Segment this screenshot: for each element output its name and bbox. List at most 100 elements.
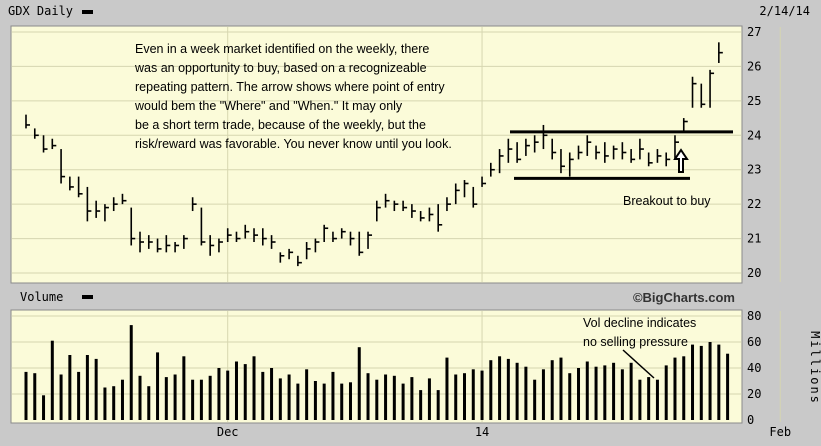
volume-bar — [410, 377, 414, 420]
commentary-line: was an opportunity to buy, based on a re… — [134, 61, 427, 75]
ohlc-bar — [604, 142, 609, 163]
ohlc-bar — [472, 186, 478, 208]
ohlc-bar — [682, 118, 688, 132]
price-axis: 20 21 22 23 24 25 26 27 — [747, 25, 761, 280]
volume-bar — [489, 360, 493, 420]
volume-bar — [156, 352, 160, 420]
price-bars — [25, 42, 723, 267]
volume-bar — [506, 358, 510, 420]
ohlc-bar — [507, 138, 513, 163]
ohlc-bar — [121, 193, 127, 205]
ohlc-bar — [104, 204, 109, 222]
price-tick-label: 27 — [747, 25, 761, 39]
ohlc-bar — [200, 207, 206, 246]
volume-bar — [348, 382, 352, 420]
volume-bar — [77, 371, 81, 420]
volume-bar — [322, 383, 326, 420]
ohlc-bar — [261, 228, 267, 246]
ohlc-bar — [718, 42, 723, 63]
ohlc-bar — [77, 176, 83, 198]
ohlc-bar — [595, 145, 601, 160]
ohlc-bar — [463, 180, 469, 198]
volume-bar — [103, 387, 107, 420]
ohlc-bar — [69, 176, 74, 191]
ohlc-bar — [340, 228, 346, 239]
price-tick-label: 24 — [747, 128, 761, 142]
volume-bar — [726, 353, 730, 420]
ohlc-bar — [700, 83, 706, 108]
price-panel — [10, 25, 743, 284]
ohlc-bar — [454, 183, 460, 205]
ohlc-bar — [402, 200, 408, 212]
volume-bar — [524, 366, 528, 420]
ohlc-bar — [314, 238, 320, 253]
volume-tick-label: 80 — [747, 309, 761, 323]
volume-bar — [287, 374, 291, 420]
volume-axis-label: Millions — [808, 331, 821, 405]
ohlc-bar — [112, 197, 118, 212]
volume-bar — [313, 381, 317, 420]
ohlc-bar — [130, 207, 136, 246]
volume-bar — [217, 368, 221, 420]
ohlc-bar — [691, 76, 697, 108]
volume-bar — [533, 379, 537, 420]
volume-bar — [585, 361, 589, 420]
support-resistance-lines — [510, 130, 733, 180]
volume-note-line: no selling pressure — [583, 335, 688, 349]
volume-note-line: Vol decline indicates — [583, 316, 696, 330]
chart-date: 2/14/14 — [759, 4, 810, 18]
ohlc-bar — [498, 149, 504, 174]
ohlc-bar — [665, 152, 671, 167]
ohlc-bar — [279, 252, 285, 263]
volume-tick-label: 20 — [747, 387, 761, 401]
ohlc-bar — [183, 235, 188, 249]
breakout-label: Breakout to buy — [623, 194, 711, 208]
volume-bar — [550, 360, 554, 420]
ohlc-bar — [428, 207, 434, 222]
ohlc-bar — [586, 135, 592, 156]
volume-bar — [42, 395, 46, 420]
ohlc-bar — [560, 149, 565, 174]
commentary-line: be a short term trade, because of the we… — [135, 118, 426, 132]
volume-bar — [278, 378, 282, 420]
price-tick-label: 22 — [747, 197, 761, 211]
volume-bar — [594, 366, 598, 420]
volume-bar — [612, 362, 616, 420]
ohlc-bar — [147, 235, 153, 249]
volume-bar — [515, 362, 519, 420]
volume-bar — [691, 344, 695, 420]
volume-bar — [384, 374, 388, 420]
volume-tick-label: 40 — [747, 361, 761, 375]
price-tick-label: 21 — [747, 232, 761, 246]
price-legend-swatch — [82, 10, 93, 14]
volume-bar — [120, 379, 124, 420]
x-tick-label: Feb — [769, 425, 791, 439]
volume-bar — [375, 379, 379, 420]
volume-bar — [673, 357, 677, 420]
ohlc-bar — [297, 255, 302, 267]
ohlc-bar — [568, 152, 574, 177]
ohlc-bar — [33, 128, 39, 139]
volume-bar — [191, 379, 195, 420]
volume-bar — [480, 370, 484, 420]
ohlc-bar — [446, 197, 451, 212]
commentary-line: risk/reward was favorable. You never kno… — [135, 137, 452, 151]
volume-bar — [129, 325, 133, 420]
ohlc-bar — [332, 231, 337, 243]
commentary-line: repeating pattern. The arrow shows where… — [135, 80, 445, 94]
price-tick-label: 25 — [747, 94, 761, 108]
volume-bar — [366, 373, 370, 420]
ohlc-bar — [25, 114, 30, 129]
volume-bars — [24, 325, 730, 420]
volume-bar — [147, 386, 151, 420]
volume-bar — [401, 383, 405, 420]
ohlc-bar — [516, 142, 522, 163]
ohlc-bar — [86, 186, 92, 222]
volume-bar — [603, 365, 607, 420]
volume-bar — [270, 368, 274, 420]
ohlc-bar — [411, 204, 416, 218]
volume-bar — [498, 356, 502, 420]
volume-bar — [436, 390, 440, 420]
volume-axis: 0 20 40 60 80 — [747, 309, 761, 427]
